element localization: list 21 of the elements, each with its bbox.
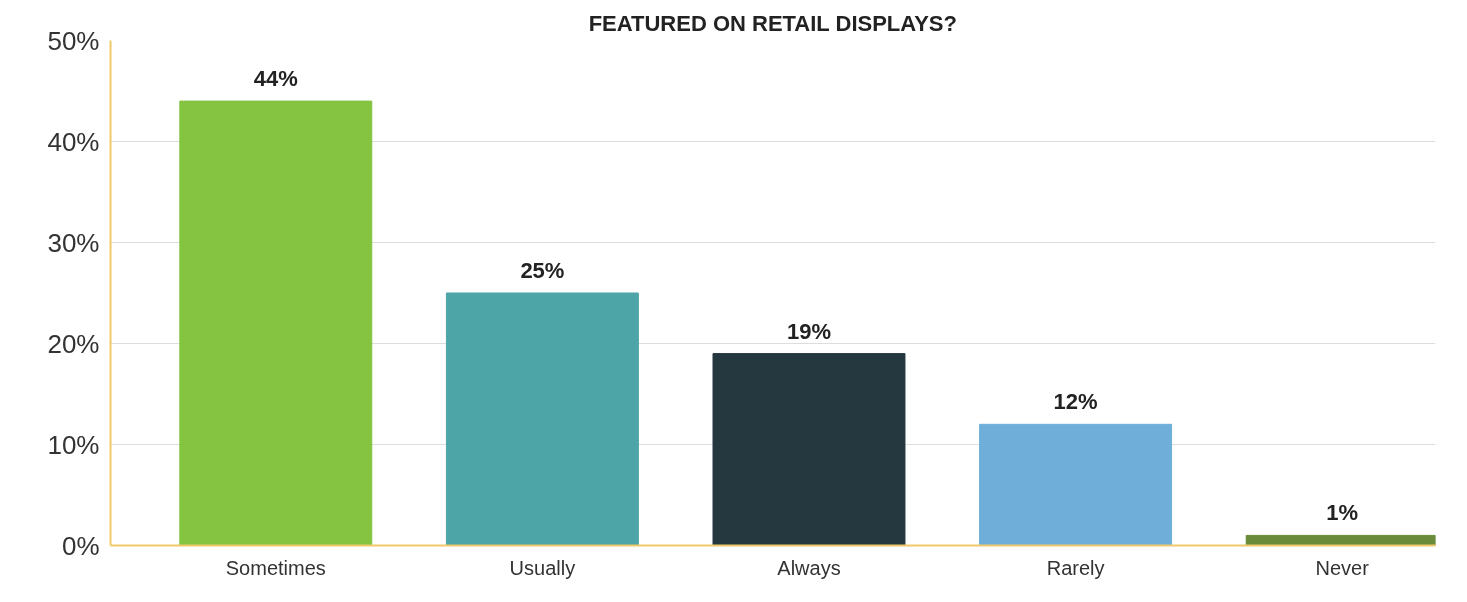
- data-label: 44%: [253, 66, 298, 92]
- x-tick-label: Usually: [509, 556, 576, 579]
- y-tick-label: 0%: [61, 530, 100, 561]
- bar: [445, 292, 639, 546]
- y-tick-label: 10%: [47, 429, 100, 460]
- data-label: 12%: [1053, 389, 1098, 415]
- y-tick-label: 40%: [47, 126, 100, 157]
- y-tick-label: 50%: [47, 25, 100, 56]
- y-tick-label: 30%: [47, 227, 100, 258]
- x-tick-label: Rarely: [1046, 556, 1105, 579]
- bar: [179, 100, 373, 546]
- bar: [712, 353, 906, 546]
- data-label: 25%: [520, 258, 565, 283]
- data-label: 1%: [1326, 500, 1359, 526]
- chart-title: FEATURED ON RETAIL DISPLAYS?: [588, 10, 957, 36]
- x-tick-label: Always: [777, 556, 841, 579]
- y-tick-label: 20%: [47, 328, 100, 359]
- x-tick-label: Sometimes: [225, 556, 326, 579]
- bar: [979, 423, 1173, 546]
- data-label: 19%: [786, 318, 832, 344]
- x-tick-label: Never: [1315, 556, 1370, 579]
